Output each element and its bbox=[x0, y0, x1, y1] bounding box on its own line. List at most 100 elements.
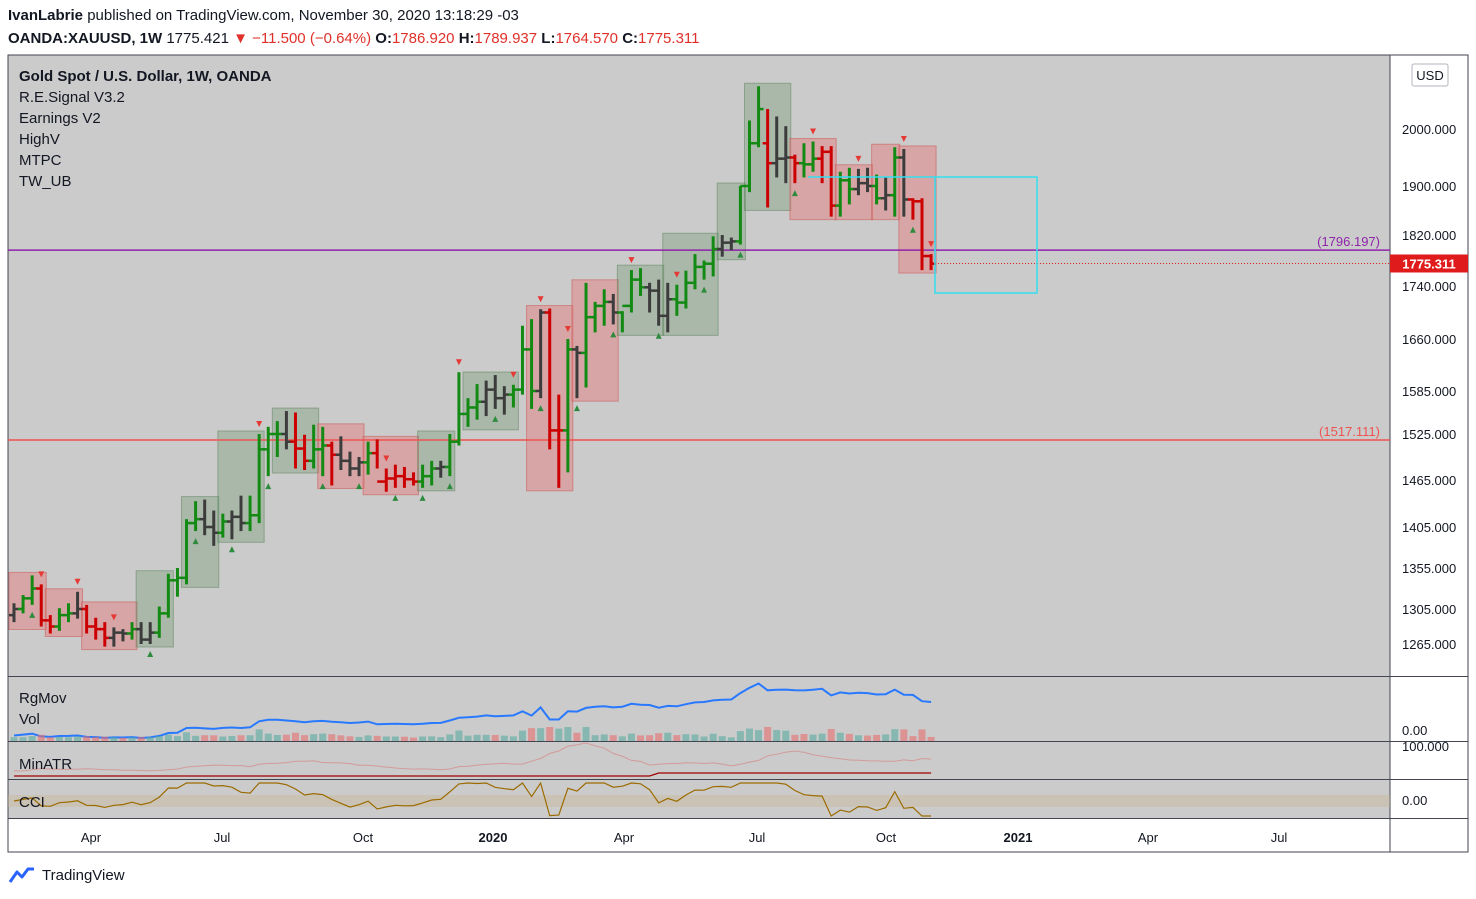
legend-study[interactable]: R.E.Signal V3.2 bbox=[19, 89, 125, 106]
volume-bar bbox=[210, 735, 218, 741]
buy-signal-icon bbox=[265, 483, 272, 490]
volume-bar bbox=[482, 734, 490, 741]
ohlc-bar[interactable] bbox=[753, 86, 764, 148]
time-tick-label: Apr bbox=[81, 830, 102, 845]
volume-bar bbox=[727, 737, 735, 741]
cci-zero-tick: 0.00 bbox=[1402, 793, 1427, 808]
cci-line[interactable] bbox=[13, 781, 932, 817]
bearish-zone-box[interactable] bbox=[362, 435, 420, 496]
buy-signal-icon bbox=[537, 405, 544, 412]
rgmov-pane[interactable] bbox=[8, 677, 1390, 741]
volume-bar bbox=[709, 733, 717, 741]
buy-signal-icon bbox=[192, 538, 199, 545]
sell-signal-icon bbox=[855, 155, 862, 162]
tradingview-brand[interactable]: TradingView bbox=[42, 866, 125, 884]
rgmov-line[interactable] bbox=[13, 682, 932, 740]
cci-label: CCI bbox=[19, 794, 45, 811]
volume-bar bbox=[355, 736, 363, 741]
price-tick-label: 1900.000 bbox=[1402, 179, 1456, 194]
main-pane[interactable] bbox=[8, 55, 1390, 676]
volume-bar bbox=[328, 734, 336, 741]
high-label: H: bbox=[458, 30, 475, 47]
volume-bar bbox=[201, 735, 209, 741]
buy-signal-icon bbox=[446, 483, 453, 490]
buy-signal-icon bbox=[228, 546, 235, 553]
price-tick-label: 1305.000 bbox=[1402, 602, 1456, 617]
volume-bar bbox=[927, 736, 935, 741]
volume-bar bbox=[691, 734, 699, 741]
volume-bar bbox=[764, 727, 772, 741]
volume-bar bbox=[373, 735, 381, 741]
volume-bar bbox=[528, 728, 536, 741]
price-axis[interactable] bbox=[1390, 55, 1468, 852]
legend-study[interactable]: Earnings V2 bbox=[19, 110, 101, 127]
currency-badge[interactable] bbox=[1411, 63, 1449, 87]
volume-bar bbox=[655, 733, 663, 741]
projection-box[interactable] bbox=[934, 176, 1038, 294]
author-name[interactable]: IvanLabrie bbox=[8, 7, 84, 24]
volume-bar bbox=[319, 733, 327, 741]
volume-bar bbox=[745, 728, 753, 741]
volume-bar bbox=[473, 734, 481, 741]
volume-bar bbox=[582, 727, 590, 741]
open-value: 1786.920 bbox=[391, 30, 455, 47]
volume-bar bbox=[173, 736, 181, 741]
sell-signal-icon bbox=[537, 296, 544, 303]
price-tick-label: 1265.000 bbox=[1402, 637, 1456, 652]
volume-bar bbox=[600, 734, 608, 741]
volume-bar bbox=[537, 728, 545, 741]
symbol-label: OANDA:XAUUSD, 1W bbox=[8, 30, 163, 47]
sell-signal-icon bbox=[564, 326, 571, 332]
bullish-zone-box[interactable] bbox=[662, 232, 719, 336]
volume-bar bbox=[46, 737, 54, 741]
rgmov-label: RgMov bbox=[19, 690, 67, 707]
volume-bar bbox=[37, 734, 45, 741]
time-tick-label: Jul bbox=[1271, 830, 1288, 845]
price-tick-label: 1355.000 bbox=[1402, 561, 1456, 576]
time-tick-label: 2020 bbox=[479, 830, 508, 845]
tradingview-logo-icon[interactable] bbox=[8, 866, 36, 884]
volume-bar bbox=[246, 735, 254, 741]
volume-bar bbox=[591, 735, 599, 741]
close-value: 1775.311 bbox=[638, 30, 700, 47]
sell-signal-icon bbox=[383, 455, 390, 462]
volume-bar bbox=[310, 734, 318, 741]
legend-study[interactable]: HighV bbox=[19, 131, 60, 148]
sell-signal-icon bbox=[110, 614, 117, 621]
cci-pane[interactable] bbox=[8, 780, 1390, 818]
time-tick-label: Apr bbox=[614, 830, 635, 845]
volume-bar bbox=[146, 736, 154, 741]
footer: TradingView bbox=[8, 866, 125, 884]
volume-bar bbox=[646, 735, 654, 741]
time-tick-label: Oct bbox=[876, 830, 897, 845]
volume-bar bbox=[755, 730, 763, 741]
volume-bar bbox=[101, 736, 109, 741]
bullish-zone-box[interactable] bbox=[462, 371, 519, 431]
volume-bar bbox=[337, 735, 345, 741]
volume-bar bbox=[800, 734, 808, 741]
price-level-label: (1796.197) bbox=[1317, 234, 1380, 249]
minatr-line[interactable] bbox=[14, 742, 932, 772]
bearish-zone-box[interactable] bbox=[571, 279, 619, 402]
volume-bar bbox=[255, 729, 263, 741]
volume-bar bbox=[83, 736, 91, 741]
legend-study[interactable]: TW_UB bbox=[19, 173, 72, 190]
volume-bar bbox=[110, 737, 118, 741]
volume-bar bbox=[264, 733, 272, 741]
minatr-label: MinATR bbox=[19, 756, 72, 773]
volume-bar bbox=[618, 736, 626, 741]
time-axis[interactable] bbox=[8, 819, 1390, 852]
volume-bar bbox=[119, 737, 127, 741]
last-price-text: 1775.421 bbox=[166, 30, 229, 47]
legend-study[interactable]: MTPC bbox=[19, 152, 62, 169]
volume-bar bbox=[19, 737, 27, 741]
volume-bar bbox=[718, 736, 726, 741]
volume-bar bbox=[28, 736, 36, 741]
volume-bar bbox=[301, 735, 309, 741]
volume-bar bbox=[55, 736, 63, 741]
sell-signal-icon bbox=[38, 571, 45, 578]
volume-bar bbox=[773, 730, 781, 741]
volume-bar bbox=[464, 735, 472, 741]
price-tick-label: 2000.000 bbox=[1402, 122, 1456, 137]
